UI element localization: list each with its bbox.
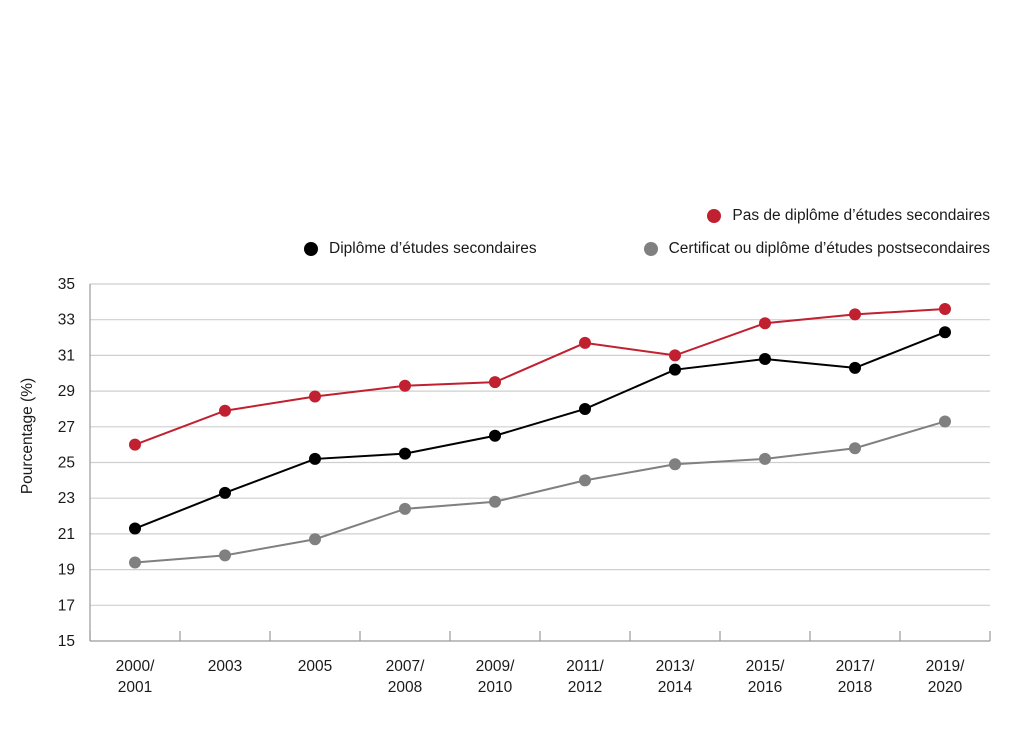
y-tick-label: 17	[58, 597, 75, 614]
data-point-series-1	[399, 447, 411, 460]
x-tick-label: 2017/2018	[836, 658, 875, 696]
x-tick-label: 2003	[208, 658, 242, 675]
legend-label: Pas de diplôme d’études secondaires	[732, 207, 990, 224]
data-point-series-2	[759, 452, 771, 465]
legend-item-pas-de-diplome: Pas de diplôme d’études secondaires	[707, 207, 990, 225]
data-point-series-1	[489, 429, 501, 442]
data-point-series-2	[309, 533, 321, 546]
x-tick-label: 2011/2012	[566, 658, 604, 696]
y-tick-label: 27	[58, 419, 75, 436]
data-point-series-0	[219, 404, 231, 417]
y-tick-label: 31	[58, 347, 75, 364]
data-point-series-2	[129, 556, 141, 569]
data-point-series-1	[759, 352, 771, 365]
y-tick-label: 33	[58, 312, 75, 329]
data-point-series-1	[939, 326, 951, 339]
data-point-series-2	[669, 458, 681, 471]
data-point-series-0	[669, 349, 681, 362]
data-point-series-0	[399, 379, 411, 392]
y-tick-label: 25	[58, 455, 75, 472]
data-point-series-2	[939, 415, 951, 428]
legend-marker-gray	[643, 242, 658, 256]
data-point-series-1	[669, 363, 681, 376]
data-point-series-0	[759, 317, 771, 330]
data-point-series-2	[399, 502, 411, 515]
data-point-series-0	[309, 390, 321, 403]
x-tick-label: 2013/2014	[656, 658, 695, 696]
legend-label: Certificat ou diplôme d’études postsecon…	[668, 240, 990, 257]
y-tick-label: 29	[58, 383, 75, 400]
data-point-series-1	[849, 361, 861, 374]
data-point-series-1	[129, 522, 141, 535]
series-line-0	[134, 307, 946, 446]
data-point-series-1	[579, 402, 591, 415]
y-tick-label: 19	[58, 562, 75, 579]
x-tick-label: 2005	[298, 658, 332, 675]
series-line-2	[134, 420, 946, 564]
data-point-series-1	[219, 486, 231, 499]
x-tick-label: 2009/2010	[476, 658, 515, 696]
data-point-series-2	[579, 474, 591, 487]
legend-label: Diplôme d’études secondaires	[329, 240, 537, 257]
data-point-series-2	[489, 495, 501, 508]
data-point-series-0	[489, 376, 501, 389]
legend-item-diplome-secondaires: Diplôme d’études secondaires	[304, 240, 537, 258]
data-point-series-0	[849, 308, 861, 321]
legend-marker-red	[707, 209, 722, 223]
series-line-1	[134, 331, 946, 530]
legend-item-postsecondaires: Certificat ou diplôme d’études postsecon…	[643, 240, 990, 258]
data-point-series-2	[849, 442, 861, 455]
y-tick-label: 23	[58, 490, 75, 507]
x-tick-label: 2007/2008	[386, 658, 425, 696]
x-tick-label: 2019/2020	[926, 658, 965, 696]
x-tick-label: 2015/2016	[746, 658, 785, 696]
data-point-series-2	[219, 549, 231, 562]
legend-marker-black	[304, 242, 318, 256]
y-tick-label: 15	[58, 633, 75, 650]
data-point-series-0	[579, 336, 591, 349]
data-point-series-0	[939, 302, 951, 315]
data-point-series-0	[129, 438, 141, 451]
y-tick-label: 21	[58, 526, 75, 543]
x-tick-label: 2000/2001	[116, 658, 155, 696]
data-point-series-1	[309, 452, 321, 465]
y-tick-label: 35	[58, 276, 75, 293]
